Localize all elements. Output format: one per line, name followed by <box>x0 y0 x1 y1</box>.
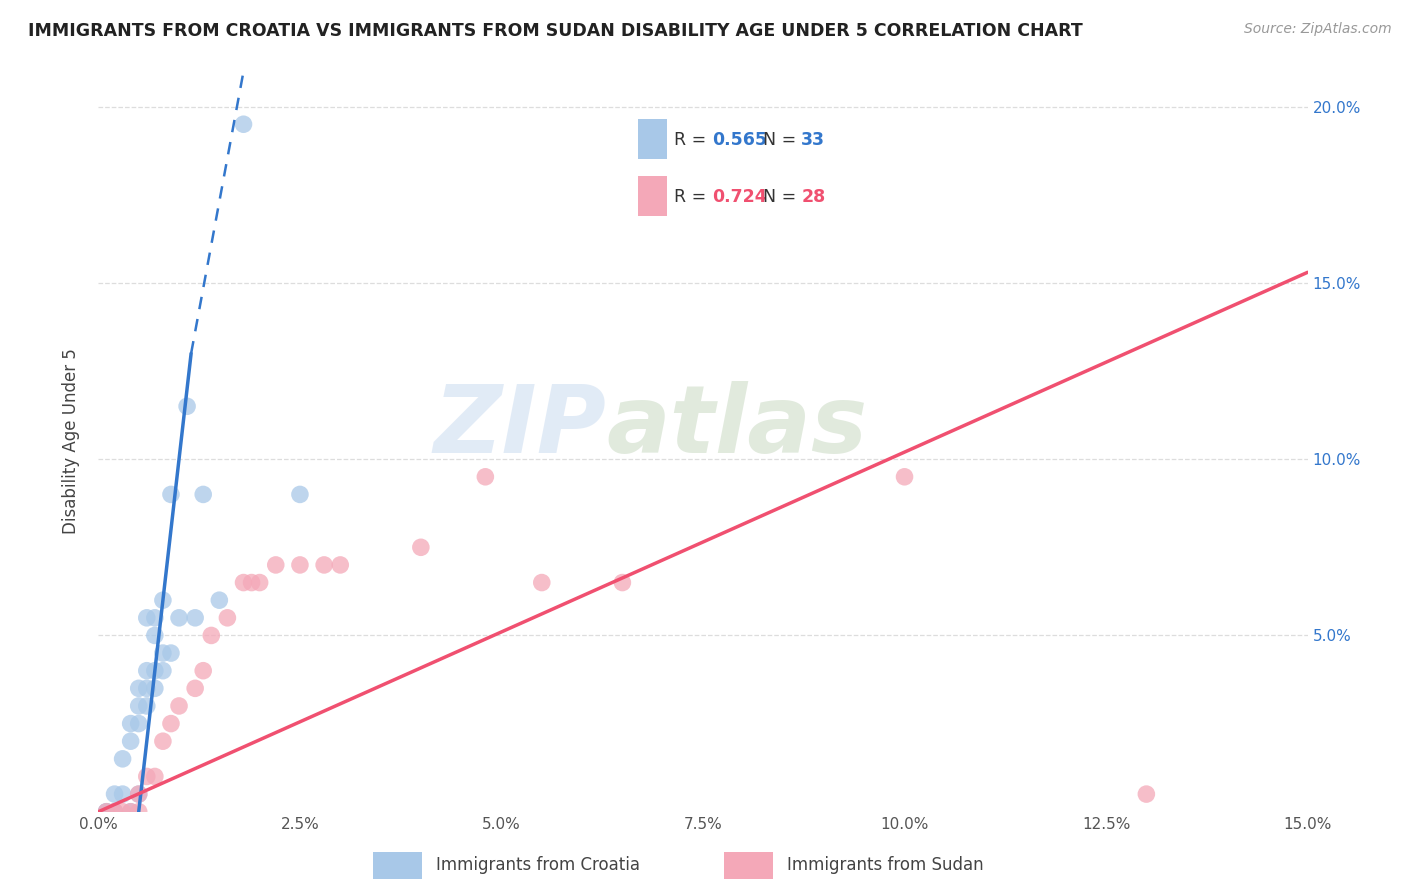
Point <box>128 805 150 819</box>
Point <box>103 805 125 819</box>
Point <box>103 805 125 819</box>
Point <box>160 487 183 501</box>
Point <box>530 575 553 590</box>
Point <box>167 698 190 713</box>
Point <box>128 716 150 731</box>
Text: 33: 33 <box>801 131 825 150</box>
Point <box>193 487 215 501</box>
Point <box>232 575 254 590</box>
Point <box>160 716 183 731</box>
Point <box>143 628 166 642</box>
Point <box>120 716 142 731</box>
Text: atlas: atlas <box>606 381 868 473</box>
Point <box>184 611 207 625</box>
Bar <box>638 120 666 159</box>
Point <box>152 664 174 678</box>
Text: N =: N = <box>763 188 801 206</box>
Text: N =: N = <box>763 131 801 150</box>
Point <box>240 575 263 590</box>
Point <box>200 628 222 642</box>
Point <box>143 769 166 783</box>
Text: 28: 28 <box>801 188 825 206</box>
Point <box>409 541 432 555</box>
Point <box>249 575 271 590</box>
Point <box>135 681 157 696</box>
Point <box>288 558 311 572</box>
Point <box>128 787 150 801</box>
Point <box>612 575 634 590</box>
Point <box>143 681 166 696</box>
Point <box>135 769 157 783</box>
Point <box>135 664 157 678</box>
Point <box>288 487 311 501</box>
Text: R =: R = <box>673 188 711 206</box>
Point <box>217 611 239 625</box>
Point <box>264 558 287 572</box>
Text: Immigrants from Croatia: Immigrants from Croatia <box>436 856 640 874</box>
Text: R =: R = <box>673 131 711 150</box>
Point <box>329 558 352 572</box>
Point <box>111 805 134 819</box>
Point <box>893 470 915 484</box>
Point <box>152 593 174 607</box>
Point <box>143 611 166 625</box>
Bar <box>373 852 422 879</box>
Point <box>167 611 190 625</box>
Text: ZIP: ZIP <box>433 381 606 473</box>
Point <box>474 470 496 484</box>
Point <box>135 611 157 625</box>
Point <box>128 787 150 801</box>
Point <box>160 646 183 660</box>
Point <box>128 681 150 696</box>
Text: IMMIGRANTS FROM CROATIA VS IMMIGRANTS FROM SUDAN DISABILITY AGE UNDER 5 CORRELAT: IMMIGRANTS FROM CROATIA VS IMMIGRANTS FR… <box>28 22 1083 40</box>
Point <box>176 399 198 413</box>
Point <box>135 698 157 713</box>
Point <box>208 593 231 607</box>
Text: Immigrants from Sudan: Immigrants from Sudan <box>787 856 984 874</box>
Point <box>96 805 118 819</box>
Text: 0.565: 0.565 <box>713 131 768 150</box>
Point <box>193 664 215 678</box>
Point <box>143 664 166 678</box>
Point <box>120 734 142 748</box>
Text: Source: ZipAtlas.com: Source: ZipAtlas.com <box>1244 22 1392 37</box>
Bar <box>638 177 666 216</box>
Point <box>120 805 142 819</box>
Point <box>96 805 118 819</box>
Point <box>232 117 254 131</box>
Point <box>96 805 118 819</box>
Point <box>103 787 125 801</box>
Point <box>152 646 174 660</box>
Point <box>120 805 142 819</box>
Point <box>152 734 174 748</box>
Bar <box>724 852 773 879</box>
Y-axis label: Disability Age Under 5: Disability Age Under 5 <box>62 349 80 534</box>
Text: 0.724: 0.724 <box>713 188 768 206</box>
Point <box>111 752 134 766</box>
Point <box>1135 787 1157 801</box>
Point <box>184 681 207 696</box>
Point <box>314 558 336 572</box>
Point <box>128 698 150 713</box>
Point <box>111 787 134 801</box>
